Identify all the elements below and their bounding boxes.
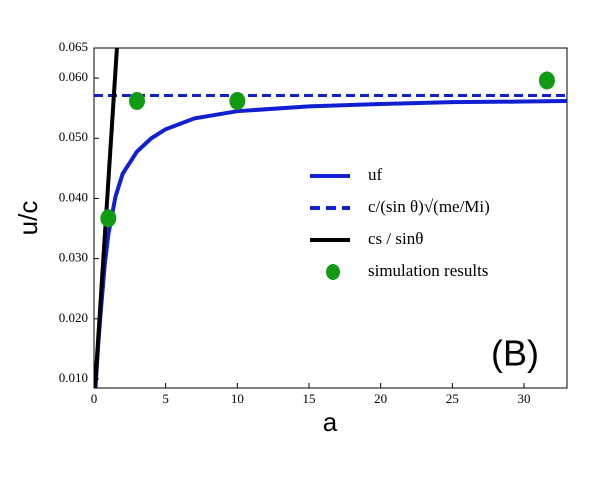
y-tick-label: 0.065: [59, 39, 88, 54]
legend-label: c/(sin θ)√(me/Mi): [368, 197, 490, 216]
legend-swatch: [326, 264, 340, 280]
legend-label: simulation results: [368, 261, 488, 280]
y-tick-label: 0.030: [59, 250, 88, 265]
data-point: [229, 91, 246, 110]
x-tick-label: 10: [231, 391, 244, 406]
legend-label: cs / sinθ: [368, 229, 423, 248]
y-tick-label: 0.010: [59, 370, 88, 385]
plot-frame: [93, 47, 568, 389]
legend-label: uf: [368, 165, 383, 184]
x-tick-label: 25: [446, 391, 459, 406]
data-point: [100, 209, 117, 228]
x-tick-label: 0: [91, 391, 98, 406]
y-tick-label: 0.060: [59, 69, 88, 84]
x-tick-label: 15: [303, 391, 316, 406]
x-tick-label: 5: [162, 391, 169, 406]
data-point: [538, 71, 555, 90]
y-tick-label: 0.050: [59, 129, 88, 144]
data-point: [129, 91, 145, 110]
plot-area: [94, 48, 567, 388]
x-tick-label: 20: [374, 391, 387, 406]
y-tick-label: 0.020: [59, 310, 88, 325]
annotation: (B): [491, 333, 539, 374]
y-axis-label: u/c: [13, 201, 43, 236]
x-axis-label: a: [323, 407, 338, 437]
x-tick-label: 30: [518, 391, 531, 406]
y-tick-label: 0.040: [59, 189, 88, 204]
